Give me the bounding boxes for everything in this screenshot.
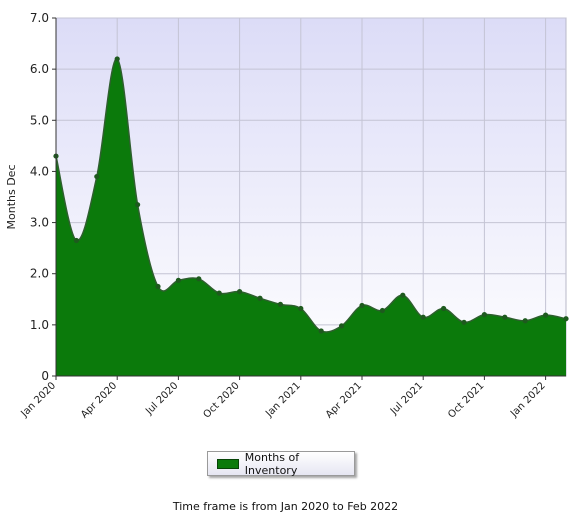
series-area-fill <box>56 58 566 377</box>
y-tick-label: 3.0 <box>30 216 49 230</box>
data-point <box>196 276 202 282</box>
data-point <box>441 305 447 312</box>
axes <box>55 18 566 377</box>
data-point <box>359 302 365 309</box>
x-tick-label: Apr 2021 <box>324 380 364 420</box>
data-point <box>73 237 79 244</box>
series-area <box>55 58 567 377</box>
legend-label: Months of Inventory <box>244 450 300 477</box>
data-point <box>155 283 161 290</box>
data-point <box>400 292 406 298</box>
data-point <box>339 323 345 329</box>
legend-swatch <box>217 458 239 469</box>
footnote: Time frame is from Jan 2020 to Feb 2022 <box>172 500 399 513</box>
y-tick-label: 6.0 <box>30 62 49 76</box>
y-tick-label: 4.0 <box>30 164 49 178</box>
x-tick-label: Oct 2021 <box>446 380 486 420</box>
data-point <box>522 318 528 324</box>
x-tick-label: Jan 2021 <box>263 380 303 420</box>
data-point <box>135 202 141 208</box>
data-points <box>53 56 569 334</box>
y-tick-label: 0 <box>41 369 49 383</box>
legend: Months of Inventory <box>207 450 355 477</box>
series-line <box>55 58 567 333</box>
data-point <box>298 305 304 312</box>
x-tick-label: Jan 2022 <box>508 380 548 420</box>
y-tick-labels: 0 1.0 2.0 3.0 4.0 5.0 6.0 7.0 <box>30 11 56 383</box>
data-point <box>379 307 385 314</box>
x-tick-label: Apr 2020 <box>79 380 119 420</box>
data-point <box>563 316 569 322</box>
data-point <box>237 289 243 295</box>
data-point <box>420 314 426 320</box>
data-point <box>318 328 324 334</box>
x-tick-label: Jul 2020 <box>143 380 180 417</box>
y-axis-title: Months Dec <box>5 165 18 230</box>
y-tick-label: 7.0 <box>30 11 49 25</box>
data-point <box>461 319 467 325</box>
data-point <box>94 173 100 180</box>
data-point <box>481 312 487 318</box>
data-point <box>277 301 283 307</box>
y-tick-label: 5.0 <box>30 113 49 127</box>
y-tick-label: 1.0 <box>30 318 49 332</box>
data-point <box>114 56 120 62</box>
y-tick-label: 2.0 <box>30 267 49 281</box>
x-tick-label: Jul 2021 <box>388 380 425 417</box>
data-point <box>175 277 181 283</box>
data-point <box>502 314 508 320</box>
x-tick-label: Oct 2020 <box>201 380 241 420</box>
x-tick-labels: Jan 2020 Apr 2020 Jul 2020 Oct 2020 Jan 2021… <box>18 376 548 421</box>
data-point <box>543 312 549 318</box>
data-point <box>257 295 263 301</box>
x-tick-label: Jan 2020 <box>18 380 58 420</box>
data-point <box>216 290 222 296</box>
